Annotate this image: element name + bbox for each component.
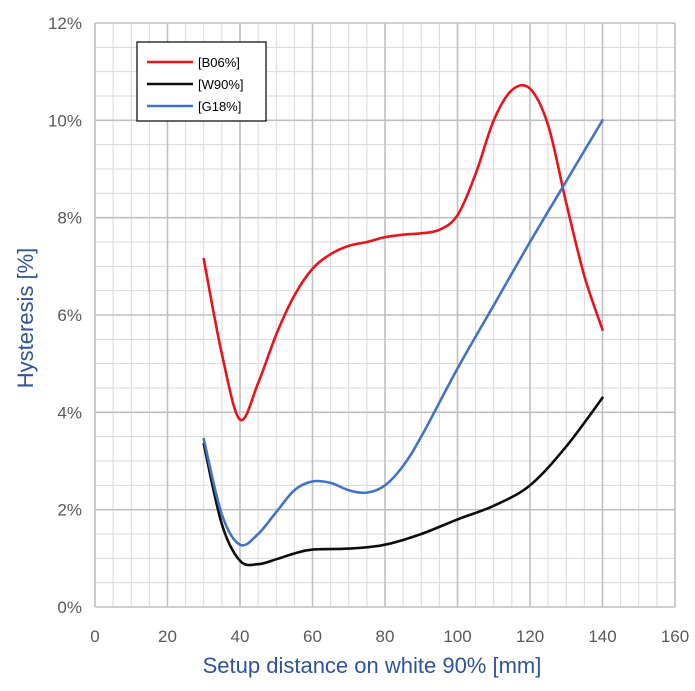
x-axis-title: Setup distance on white 90% [mm] xyxy=(203,653,542,678)
y-tick-label: 4% xyxy=(57,403,82,422)
y-tick-label: 6% xyxy=(57,306,82,325)
x-tick-label: 0 xyxy=(90,627,99,646)
legend-label-w90: [W90%] xyxy=(198,77,244,92)
legend-box xyxy=(136,41,267,122)
legend: [B06%] [W90%] [G18%] xyxy=(136,41,267,122)
x-tick-label: 80 xyxy=(376,627,395,646)
legend-label-b06: [B06%] xyxy=(198,55,240,70)
y-axis-tick-labels: 0% 2% 4% 6% 8% 10% 12% xyxy=(48,14,82,617)
x-tick-label: 100 xyxy=(443,627,471,646)
y-tick-label: 8% xyxy=(57,209,82,228)
y-axis-title: Hysteresis [%] xyxy=(13,248,38,389)
x-tick-label: 20 xyxy=(158,627,177,646)
x-tick-label: 140 xyxy=(588,627,616,646)
legend-label-g18: [G18%] xyxy=(198,99,241,114)
x-tick-label: 60 xyxy=(303,627,322,646)
series-line-b06 xyxy=(202,83,604,422)
y-tick-label: 2% xyxy=(57,501,82,520)
x-tick-label: 160 xyxy=(661,627,689,646)
x-tick-label: 40 xyxy=(231,627,250,646)
y-tick-label: 12% xyxy=(48,14,82,33)
x-axis-tick-labels: 0 20 40 60 80 100 120 140 160 xyxy=(90,627,689,646)
series-line-g18 xyxy=(202,119,604,547)
y-tick-label: 10% xyxy=(48,111,82,130)
x-tick-label: 120 xyxy=(516,627,544,646)
y-tick-label: 0% xyxy=(57,598,82,617)
series-lines xyxy=(202,83,604,567)
series-line-w90 xyxy=(202,396,604,567)
